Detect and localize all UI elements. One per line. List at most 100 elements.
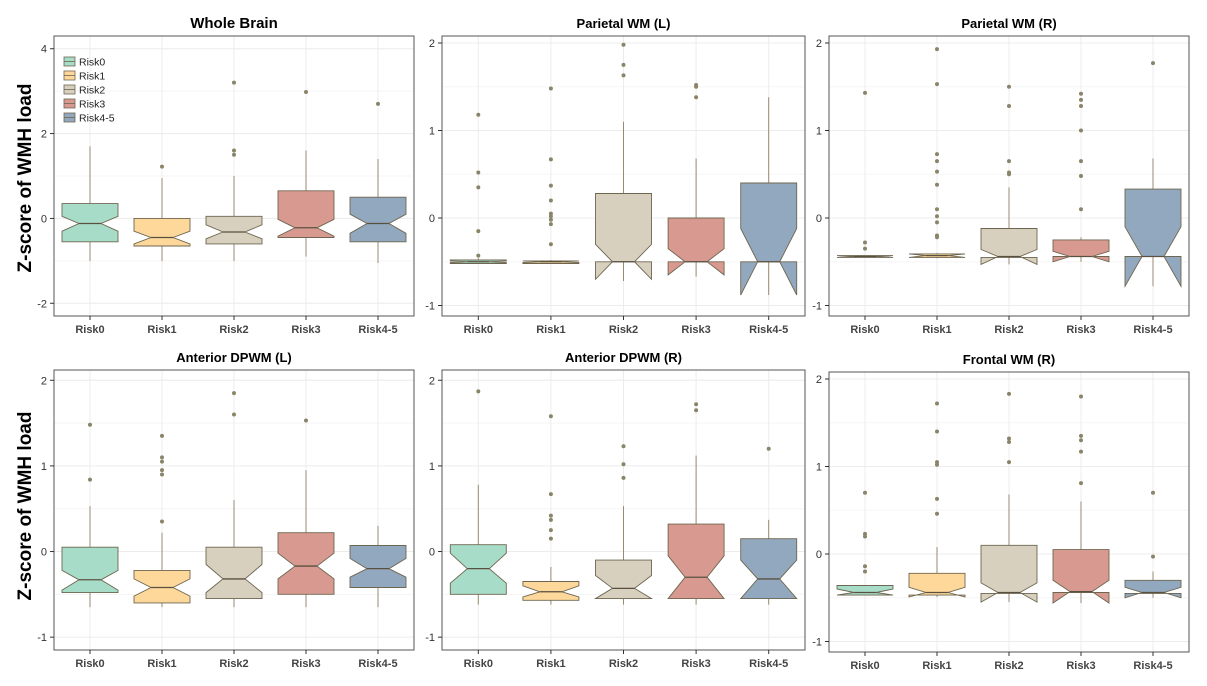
y-tick-label: -1 [425, 301, 435, 313]
x-tick-label: Risk0 [75, 658, 104, 670]
outlier-point [476, 112, 481, 117]
y-tick-label: 0 [816, 549, 822, 561]
outlier-point [863, 564, 867, 569]
outlier-point [1079, 159, 1083, 164]
panel-6: -1 0 1 2 Risk0 Risk1 Risk2 Risk3 Risk4-5 Frontal … [812, 352, 1190, 672]
panel-title: Anterior DPWM (L) [176, 350, 292, 365]
outlier-point [863, 240, 867, 245]
box-Risk4-5 [740, 97, 798, 296]
box-Risk0 [61, 422, 119, 608]
outlier-point [548, 242, 553, 247]
outlier-point [621, 444, 626, 449]
outlier-point [935, 462, 939, 467]
box-Risk0 [836, 90, 894, 258]
outlier-point [935, 429, 939, 434]
x-tick-label: Risk1 [922, 324, 951, 336]
outlier-point [1007, 460, 1011, 465]
outlier-point [766, 446, 771, 451]
panel-title: Parietal WM (R) [961, 16, 1056, 31]
box-body [980, 544, 1038, 603]
outlier-point [1151, 61, 1155, 66]
box-body [277, 190, 335, 238]
box-Risk3 [277, 90, 335, 257]
box-body [595, 193, 652, 281]
box-Risk0 [61, 146, 119, 261]
outlier-point [1079, 97, 1083, 102]
outlier-point [476, 253, 481, 258]
x-tick-label: Risk0 [850, 324, 879, 336]
x-tick-label: Risk4-5 [749, 324, 788, 336]
outlier-point [621, 462, 626, 467]
x-tick-label: Risk4-5 [1133, 660, 1172, 672]
outlier-point [88, 422, 92, 427]
y-tick-label: 2 [41, 375, 47, 387]
x-tick-label: Risk4-5 [358, 658, 397, 670]
panel-5: -1 0 1 2 Risk0 Risk1 Risk2 Risk3 Risk4-5 Anterior… [425, 350, 806, 670]
outlier-point [160, 472, 164, 477]
outlier-point [160, 468, 164, 473]
x-tick-label: Risk2 [219, 324, 248, 336]
x-tick-label: Risk3 [291, 658, 320, 670]
box-body [1052, 239, 1110, 263]
outlier-point [1007, 84, 1011, 89]
outlier-point [1079, 174, 1083, 178]
box-Risk0 [836, 490, 894, 596]
outlier-point [863, 569, 867, 574]
y-tick-label: -1 [812, 637, 822, 649]
legend-label: Risk1 [79, 71, 105, 83]
x-tick-label: Risk3 [291, 324, 320, 336]
panel-3: -1 0 1 2 Risk0 Risk1 Risk2 Risk3 Risk4-5 Parietal… [812, 16, 1190, 336]
y-tick-label: -1 [37, 632, 47, 644]
y-tick-label: 2 [816, 374, 822, 386]
outlier-point [1007, 436, 1011, 441]
y-axis-label-top: Z-score of WMH load [15, 84, 36, 273]
x-tick-label: Risk0 [464, 324, 493, 336]
outlier-point [935, 214, 939, 219]
outlier-point [548, 222, 553, 227]
panel-title: Frontal WM (R) [963, 352, 1055, 367]
outlier-point [88, 477, 92, 482]
outlier-point [1079, 433, 1083, 438]
box-Risk3 [667, 83, 725, 277]
box-Risk3 [1052, 394, 1110, 604]
y-tick-label: -2 [37, 298, 47, 310]
box-Risk3 [1052, 91, 1110, 263]
y-tick-label: 1 [816, 126, 822, 138]
box-body [61, 546, 119, 594]
box-body [1052, 549, 1110, 604]
outlier-point [863, 534, 867, 539]
outlier-point [548, 528, 553, 533]
box-Risk2 [595, 42, 652, 281]
outlier-point [160, 459, 164, 464]
outlier-point [160, 433, 164, 438]
outlier-point [1007, 159, 1011, 164]
outlier-point [694, 408, 699, 413]
box-body [1124, 579, 1182, 599]
x-tick-label: Risk2 [609, 658, 638, 670]
legend-label: Risk2 [79, 85, 105, 97]
outlier-point [863, 90, 867, 95]
box-body [739, 538, 798, 600]
y-tick-label: 1 [41, 461, 47, 473]
panel-4: -1 0 1 2 Risk0 Risk1 Risk2 Risk3 Risk4-5 Anterior… [37, 350, 415, 670]
outlier-point [1151, 490, 1155, 495]
box-Risk3 [277, 418, 335, 608]
panel-title: Anterior DPWM (R) [565, 350, 682, 365]
outlier-point [304, 90, 308, 94]
outlier-point [476, 389, 481, 394]
outlier-point [1079, 394, 1083, 399]
box-Risk2 [205, 391, 263, 608]
panel-title: Parietal WM (L) [577, 16, 671, 31]
outlier-point [160, 164, 164, 169]
x-tick-label: Risk2 [219, 658, 248, 670]
outlier-point [621, 475, 626, 480]
outlier-point [548, 198, 553, 203]
outlier-point [232, 152, 236, 157]
box-body [740, 182, 798, 296]
outlier-point [232, 391, 236, 396]
y-tick-label: 0 [41, 547, 47, 559]
y-tick-label: 0 [41, 213, 47, 225]
box-Risk3 [667, 402, 726, 605]
box-body [522, 581, 580, 601]
x-tick-label: Risk1 [536, 324, 565, 336]
